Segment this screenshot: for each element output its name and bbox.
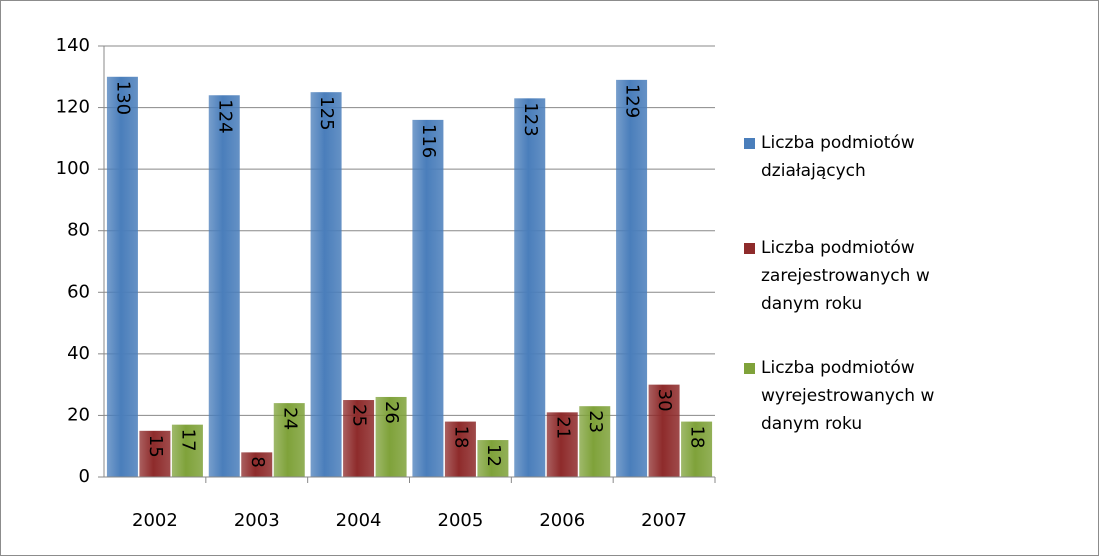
bar <box>208 95 240 477</box>
data-label: 18 <box>450 426 471 449</box>
y-tick-label: 80 <box>67 220 90 241</box>
data-label: 130 <box>112 81 133 115</box>
bar <box>514 98 546 477</box>
data-label: 24 <box>279 407 300 430</box>
bar <box>477 440 509 477</box>
data-label: 129 <box>622 84 643 118</box>
bar <box>171 424 203 477</box>
data-label: 125 <box>316 96 337 130</box>
bar <box>412 119 444 477</box>
x-tick-label: 2003 <box>234 510 280 531</box>
data-label: 26 <box>381 401 402 424</box>
y-tick-label: 100 <box>56 158 90 179</box>
bar <box>106 76 138 478</box>
legend-entry: Liczba podmiotów zarejestrowanych w dany… <box>741 234 1071 318</box>
legend-swatch <box>744 243 755 254</box>
legend-label: Liczba podmiotów zarejestrowanych w dany… <box>761 238 930 314</box>
data-label: 21 <box>552 416 573 439</box>
x-tick-label: 2004 <box>336 510 382 531</box>
x-tick-label: 2006 <box>539 510 585 531</box>
bar <box>648 384 680 477</box>
y-tick-label: 120 <box>56 97 90 118</box>
bar <box>546 412 578 477</box>
x-tick-label: 2002 <box>132 510 178 531</box>
data-label: 8 <box>247 456 268 467</box>
y-tick-label: 20 <box>67 404 90 425</box>
bar <box>681 421 713 477</box>
bar <box>444 421 476 477</box>
legend-swatch <box>744 138 755 149</box>
data-label: 15 <box>145 435 166 458</box>
legend-label: Liczba podmiotów wyrejestrowanych w dany… <box>761 358 935 434</box>
data-label: 123 <box>520 102 541 136</box>
y-tick-label: 0 <box>79 466 90 487</box>
legend-label: Liczba podmiotów działających <box>761 133 915 181</box>
x-tick-label: 2005 <box>438 510 484 531</box>
bar <box>616 79 648 477</box>
bar <box>273 403 305 477</box>
data-label: 23 <box>585 410 606 433</box>
data-label: 124 <box>214 99 235 133</box>
data-label: 12 <box>483 444 504 467</box>
bar <box>343 400 375 477</box>
data-label: 25 <box>349 404 370 427</box>
bar <box>375 396 407 477</box>
legend-entry: Liczba podmiotów działających <box>741 129 1071 185</box>
bar <box>241 452 273 477</box>
x-tick-label: 2007 <box>641 510 687 531</box>
y-tick-label: 140 <box>56 35 90 56</box>
legend-entry: Liczba podmiotów wyrejestrowanych w dany… <box>741 354 1071 438</box>
data-label: 17 <box>177 429 198 452</box>
data-label: 18 <box>687 426 708 449</box>
y-tick-label: 40 <box>67 343 90 364</box>
data-label: 116 <box>418 124 439 158</box>
bar <box>579 406 611 477</box>
legend-swatch <box>744 363 755 374</box>
y-tick-label: 60 <box>67 281 90 302</box>
bar <box>310 92 342 477</box>
data-label: 30 <box>654 389 675 412</box>
bar <box>139 430 171 477</box>
